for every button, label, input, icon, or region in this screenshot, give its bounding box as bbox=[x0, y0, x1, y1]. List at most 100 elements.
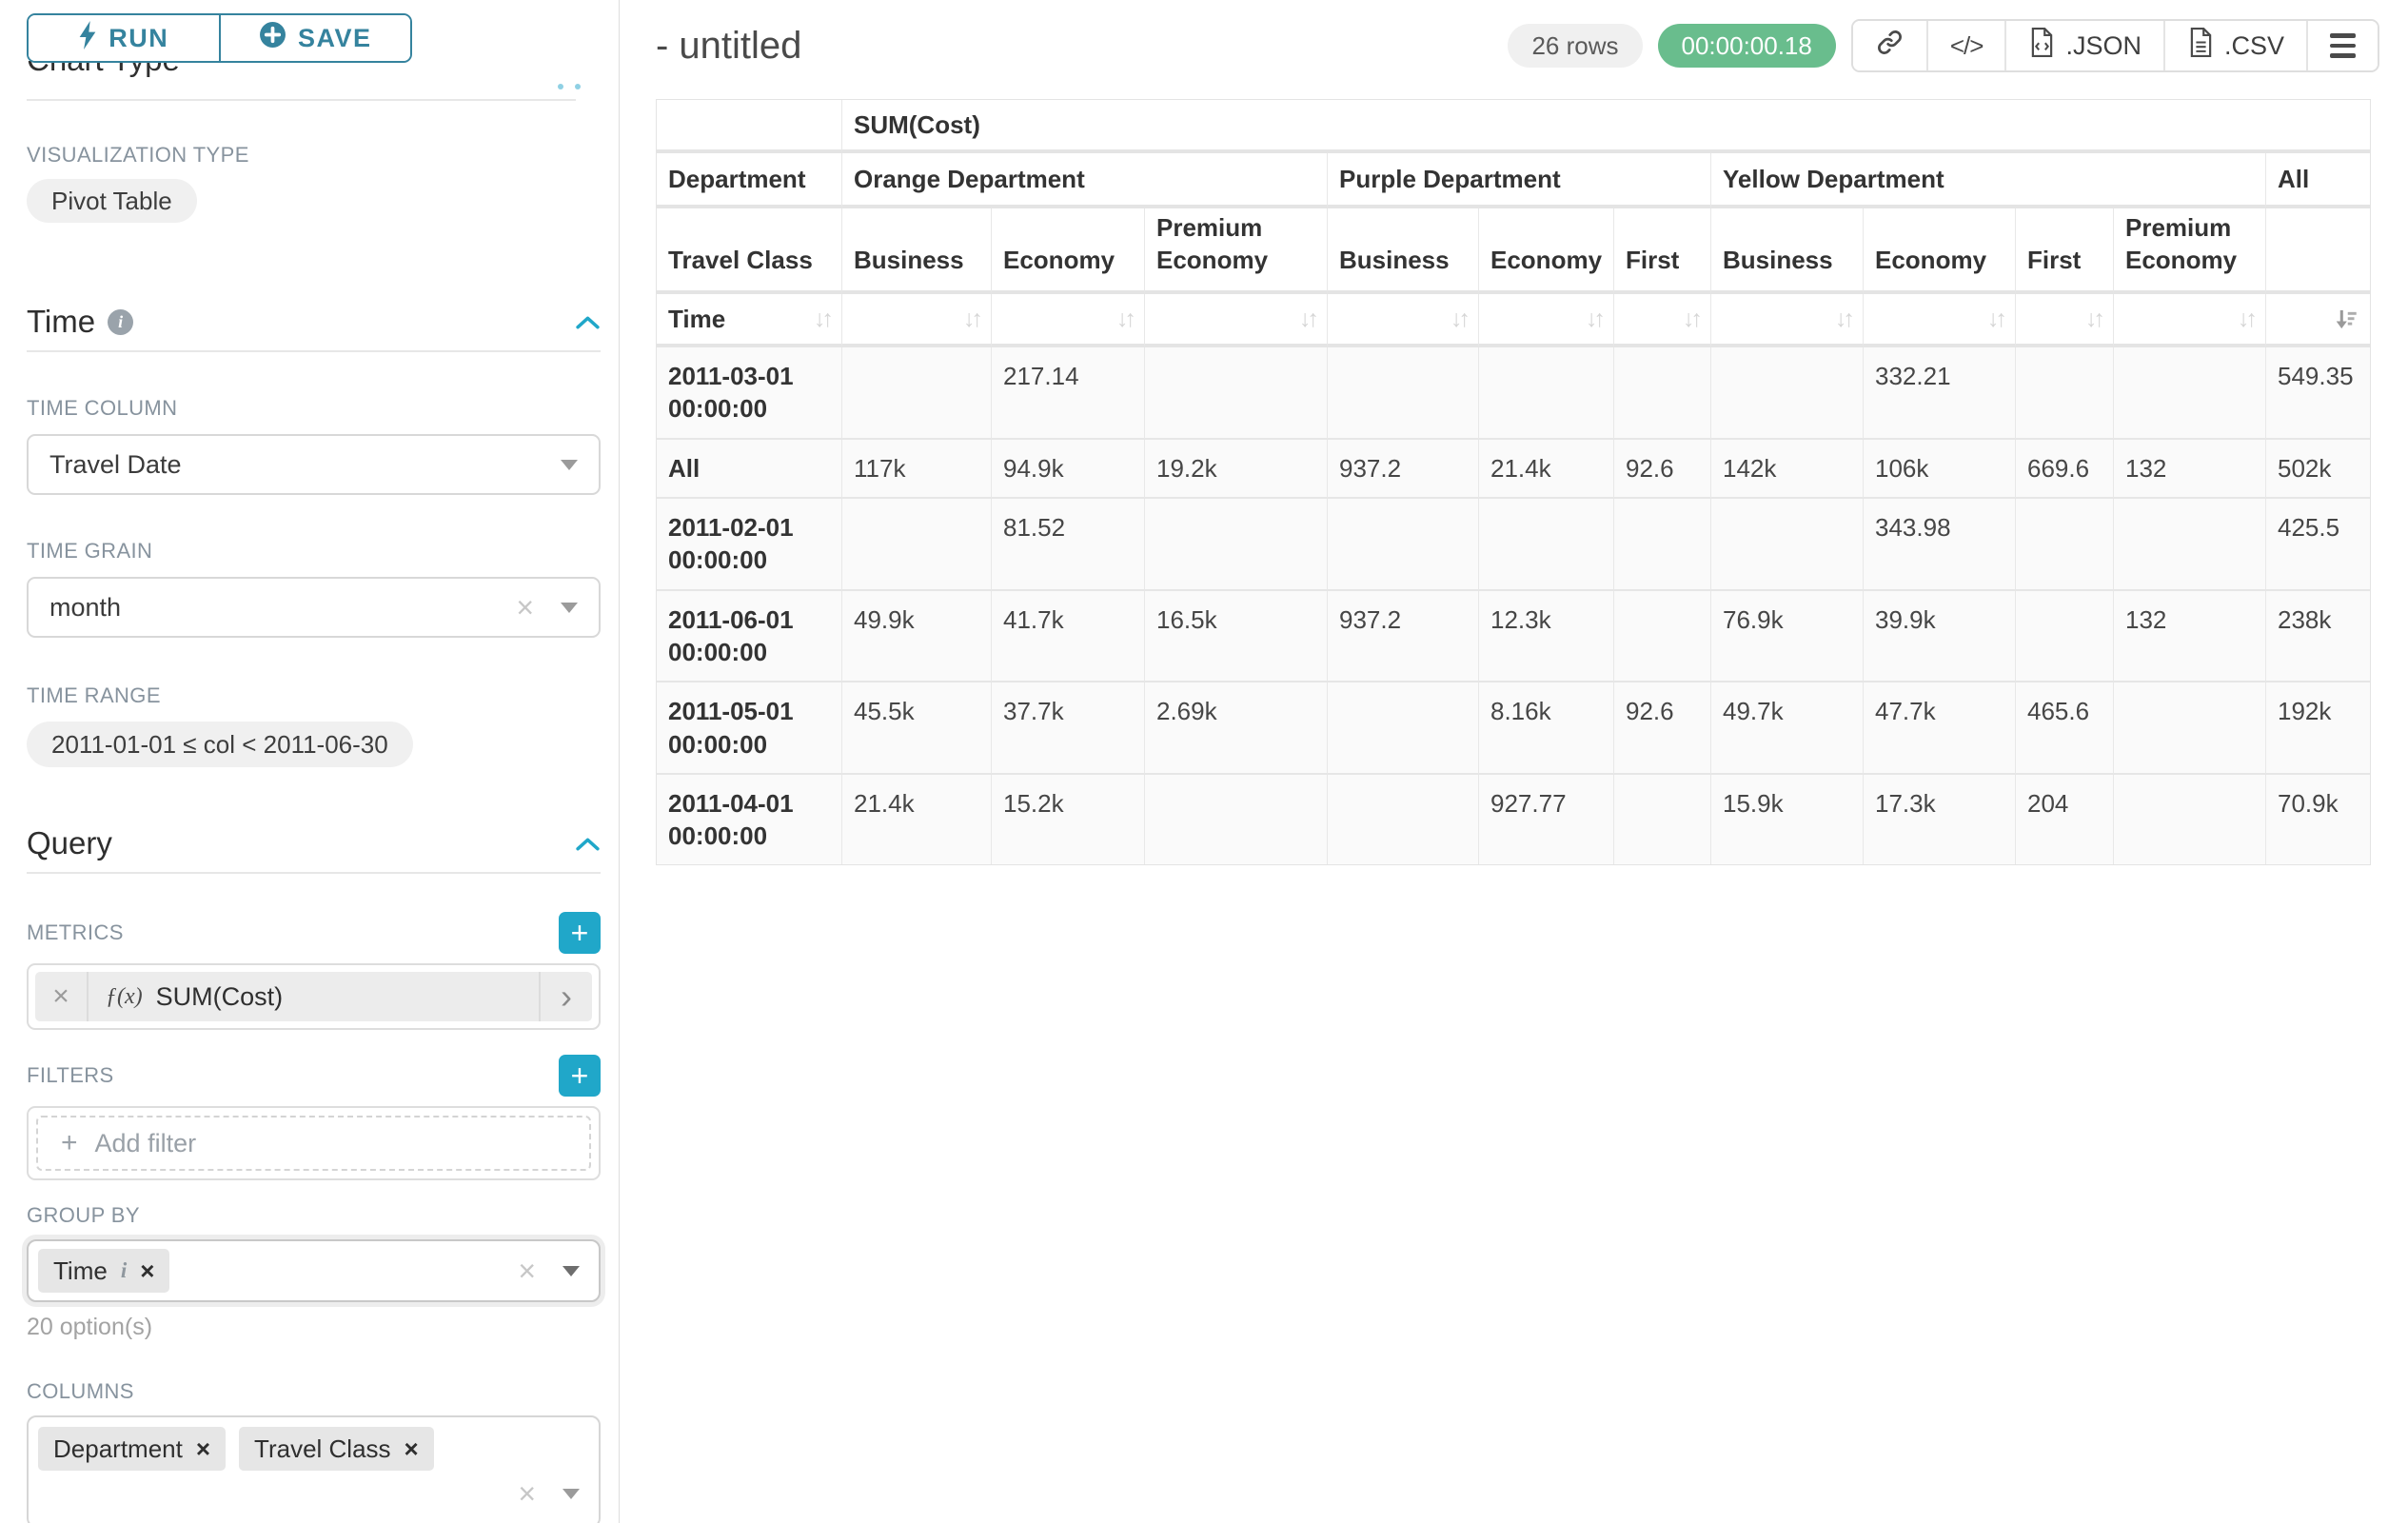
panel-drag-dot[interactable] bbox=[558, 84, 563, 89]
pivot-cell: 8.16k bbox=[1479, 682, 1614, 775]
view-query-button[interactable]: </> bbox=[1926, 21, 2005, 70]
pivot-cell: 70.9k bbox=[2266, 775, 2370, 865]
clear-icon[interactable]: × bbox=[518, 1256, 536, 1286]
sort-icon[interactable]: ↓↑ bbox=[814, 307, 830, 331]
pivot-cell: 332.21 bbox=[1864, 347, 2016, 440]
columns-chip[interactable]: Travel Class × bbox=[239, 1427, 434, 1471]
pivot-cell bbox=[2016, 591, 2114, 683]
pivot-cell: 41.7k bbox=[992, 591, 1145, 683]
sort-icon[interactable]: ↓↑ bbox=[2085, 307, 2102, 331]
group-by-select[interactable]: Time i × × bbox=[27, 1239, 601, 1302]
table-row: All117k94.9k19.2k937.221.4k92.6142k106k6… bbox=[657, 440, 2370, 499]
run-save-bar: RUN SAVE bbox=[0, 0, 619, 61]
pivot-sort-cell bbox=[2266, 294, 2370, 347]
collapse-chevron-icon[interactable] bbox=[575, 314, 601, 330]
add-filter-plus-button[interactable]: + bbox=[559, 1055, 601, 1097]
pivot-table: SUM(Cost)DepartmentOrange DepartmentPurp… bbox=[656, 99, 2371, 865]
pivot-cell: 17.3k bbox=[1864, 775, 2016, 865]
lightning-icon bbox=[78, 21, 97, 56]
pivot-cell: 502k bbox=[2266, 440, 2370, 499]
json-file-icon bbox=[2028, 27, 2056, 65]
group-by-label: GROUP BY bbox=[27, 1203, 601, 1228]
query-timer-badge: 00:00:00.18 bbox=[1658, 24, 1836, 68]
pivot-cell: 76.9k bbox=[1711, 591, 1864, 683]
export-csv-button[interactable]: .CSV bbox=[2163, 21, 2306, 70]
sort-descending-icon[interactable] bbox=[2333, 307, 2359, 332]
remove-chip-icon[interactable]: × bbox=[405, 1436, 419, 1461]
table-row: 2011-05-01 00:00:0045.5k37.7k2.69k8.16k9… bbox=[657, 682, 2370, 775]
columns-select[interactable]: Department × Travel Class × × bbox=[27, 1415, 601, 1523]
pivot-cell: 81.52 bbox=[992, 499, 1145, 591]
sort-icon[interactable]: ↓↑ bbox=[963, 307, 979, 331]
pivot-cell bbox=[842, 347, 992, 440]
pivot-col-group-row: DepartmentOrange DepartmentPurple Depart… bbox=[657, 153, 2370, 208]
pivot-cell: 142k bbox=[1711, 440, 1864, 499]
metric-item[interactable]: × ƒ(x) SUM(Cost) › bbox=[35, 972, 592, 1021]
viz-type-label: VISUALIZATION TYPE bbox=[27, 143, 601, 168]
sort-icon[interactable]: ↓↑ bbox=[1116, 307, 1133, 331]
share-link-button[interactable] bbox=[1853, 21, 1926, 70]
control-panel: Chart Type RUN SAVE VISUALIZATION TYPE P… bbox=[0, 0, 620, 1523]
remove-chip-icon[interactable]: × bbox=[140, 1258, 154, 1283]
sort-icon[interactable]: ↓↑ bbox=[2238, 307, 2254, 331]
pivot-cell: 927.77 bbox=[1479, 775, 1614, 865]
pivot-cell: 132 bbox=[2114, 591, 2266, 683]
export-toolbar: </> .JSON .CSV bbox=[1851, 19, 2379, 72]
chevron-down-icon[interactable] bbox=[563, 1489, 580, 1499]
group-by-chip[interactable]: Time i × bbox=[38, 1249, 169, 1293]
pivot-cell: 343.98 bbox=[1864, 499, 2016, 591]
pivot-cell: 937.2 bbox=[1328, 591, 1479, 683]
pivot-cell: 49.7k bbox=[1711, 682, 1864, 775]
sort-icon[interactable]: ↓↑ bbox=[1987, 307, 2003, 331]
pivot-row-label: 2011-06-01 00:00:00 bbox=[657, 591, 842, 683]
pivot-row-axis-label: Time bbox=[668, 305, 725, 334]
more-options-button[interactable] bbox=[2306, 21, 2378, 70]
add-filter-button[interactable]: + Add filter bbox=[36, 1116, 591, 1171]
pivot-row-label: 2011-03-01 00:00:00 bbox=[657, 347, 842, 440]
chart-title[interactable]: - untitled bbox=[656, 25, 801, 68]
pivot-cell: 92.6 bbox=[1614, 682, 1711, 775]
chevron-down-icon[interactable] bbox=[563, 1266, 580, 1276]
time-grain-select[interactable]: month × bbox=[27, 577, 601, 638]
remove-chip-icon[interactable]: × bbox=[196, 1436, 210, 1461]
sort-icon[interactable]: ↓↑ bbox=[1586, 307, 1602, 331]
columns-chip[interactable]: Department × bbox=[38, 1427, 226, 1471]
clear-icon[interactable]: × bbox=[518, 1478, 536, 1509]
add-metric-button[interactable]: + bbox=[559, 912, 601, 954]
chevron-down-icon[interactable] bbox=[561, 460, 578, 470]
info-icon[interactable]: i bbox=[108, 309, 133, 335]
pivot-cell bbox=[2016, 499, 2114, 591]
panel-drag-dot[interactable] bbox=[575, 84, 581, 89]
time-range-pill[interactable]: 2011-01-01 ≤ col < 2011-06-30 bbox=[27, 722, 413, 767]
run-button[interactable]: RUN bbox=[29, 15, 219, 61]
remove-metric-icon[interactable]: × bbox=[35, 972, 89, 1021]
pivot-sort-cell: ↓↑ bbox=[1614, 294, 1711, 347]
pivot-sort-cell: ↓↑ bbox=[2114, 294, 2266, 347]
pivot-col-group-header: All bbox=[2266, 153, 2370, 208]
sort-icon[interactable]: ↓↑ bbox=[1683, 307, 1699, 331]
sort-icon[interactable]: ↓↑ bbox=[1451, 307, 1467, 331]
viz-type-pill[interactable]: Pivot Table bbox=[27, 179, 197, 223]
sort-icon[interactable]: ↓↑ bbox=[1299, 307, 1315, 331]
pivot-cell bbox=[1711, 499, 1864, 591]
export-json-button[interactable]: .JSON bbox=[2004, 21, 2163, 70]
chevron-right-icon[interactable]: › bbox=[539, 972, 592, 1021]
pivot-cell: 39.9k bbox=[1864, 591, 2016, 683]
sort-icon[interactable]: ↓↑ bbox=[1835, 307, 1851, 331]
pivot-sort-cell: ↓↑ bbox=[842, 294, 992, 347]
pivot-sort-cell: ↓↑ bbox=[2016, 294, 2114, 347]
pivot-corner-cell bbox=[657, 100, 842, 153]
pivot-cell: 425.5 bbox=[2266, 499, 2370, 591]
clear-icon[interactable]: × bbox=[516, 592, 534, 623]
pivot-cell: 217.14 bbox=[992, 347, 1145, 440]
collapse-chevron-icon[interactable] bbox=[575, 836, 601, 852]
pivot-cell: 2.69k bbox=[1145, 682, 1328, 775]
pivot-cell bbox=[2114, 347, 2266, 440]
pivot-cell: 132 bbox=[2114, 440, 2266, 499]
chevron-down-icon[interactable] bbox=[561, 603, 578, 613]
save-button[interactable]: SAVE bbox=[219, 15, 411, 61]
info-icon[interactable]: i bbox=[121, 1258, 127, 1283]
time-column-select[interactable]: Travel Date bbox=[27, 434, 601, 495]
pivot-col-header: Economy bbox=[1479, 208, 1614, 294]
section-divider bbox=[27, 350, 601, 352]
